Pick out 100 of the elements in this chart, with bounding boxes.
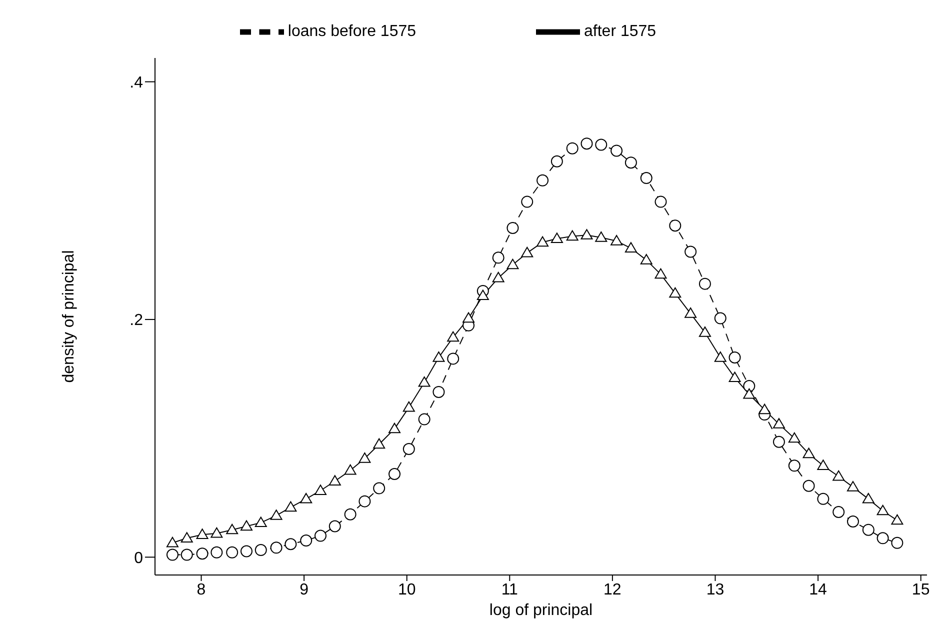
point — [862, 492, 874, 504]
point — [447, 352, 460, 365]
point — [388, 422, 401, 434]
point — [832, 506, 845, 518]
point — [506, 222, 519, 234]
point — [566, 230, 578, 241]
point — [314, 530, 326, 542]
point — [358, 452, 371, 463]
point — [270, 542, 282, 554]
legend-label: loans before 1575 — [288, 23, 416, 40]
point — [832, 470, 845, 481]
point — [817, 492, 830, 505]
point — [817, 460, 830, 470]
point — [698, 278, 711, 290]
point — [788, 432, 800, 443]
point — [624, 156, 637, 169]
point — [610, 235, 623, 246]
point — [284, 538, 297, 550]
y-tick-label: .2 — [130, 312, 144, 330]
point — [300, 534, 312, 547]
point — [180, 532, 193, 543]
legend-label: after 1575 — [584, 23, 656, 40]
point — [536, 174, 549, 186]
point — [447, 331, 460, 342]
point — [669, 220, 682, 232]
point — [714, 312, 726, 324]
y-tick-label: .4 — [130, 74, 144, 92]
point — [358, 495, 371, 508]
point — [240, 520, 252, 531]
point — [226, 524, 238, 534]
point — [418, 376, 430, 387]
point — [432, 352, 445, 362]
point — [595, 231, 608, 242]
point — [254, 516, 267, 528]
point — [210, 527, 223, 538]
point — [788, 460, 800, 472]
point — [580, 138, 593, 150]
point — [166, 536, 178, 548]
point — [328, 520, 341, 532]
point — [314, 484, 326, 495]
point — [846, 481, 859, 492]
x-tick-label: 15 — [912, 581, 930, 598]
x-tick-label: 14 — [809, 581, 828, 598]
point — [180, 548, 193, 561]
point — [196, 528, 208, 539]
point — [802, 448, 815, 458]
point — [521, 246, 534, 258]
point — [802, 480, 815, 492]
point — [492, 252, 504, 264]
point — [388, 468, 401, 480]
point — [462, 312, 475, 323]
x-tick-label: 13 — [706, 581, 724, 598]
point — [254, 544, 267, 556]
point — [728, 352, 741, 364]
point — [698, 326, 711, 337]
point — [654, 196, 667, 208]
point — [226, 546, 238, 558]
point — [373, 482, 386, 494]
point — [758, 404, 771, 414]
point — [432, 386, 445, 398]
point — [772, 436, 785, 448]
point — [373, 438, 386, 449]
point — [684, 308, 697, 318]
point — [521, 196, 534, 208]
point — [492, 272, 504, 282]
point — [891, 514, 904, 525]
x-tick-label: 8 — [196, 581, 206, 598]
x-tick-label: 12 — [604, 581, 622, 598]
point — [506, 258, 519, 270]
point — [284, 501, 297, 512]
point — [640, 254, 652, 264]
x-tick-label: 9 — [300, 581, 309, 598]
point — [580, 229, 593, 240]
point — [550, 232, 563, 244]
point — [270, 510, 282, 520]
point — [684, 246, 697, 258]
x-tick-label: 11 — [501, 581, 518, 598]
point — [402, 443, 415, 456]
point — [476, 290, 489, 300]
point — [418, 413, 430, 426]
point — [743, 380, 756, 392]
y-tick-label: 0 — [134, 550, 144, 567]
point — [550, 155, 563, 168]
x-axis-title: log of principal — [489, 602, 593, 619]
point — [210, 546, 223, 558]
point — [772, 418, 785, 428]
point — [196, 548, 208, 560]
point — [876, 532, 889, 544]
point — [566, 142, 578, 154]
x-tick-label: 10 — [398, 581, 416, 598]
point — [328, 475, 341, 486]
point — [654, 268, 667, 279]
point — [344, 464, 356, 475]
point — [743, 388, 756, 399]
point — [166, 548, 178, 561]
point — [891, 536, 904, 549]
point — [728, 372, 741, 382]
point — [300, 492, 312, 504]
point — [846, 516, 859, 528]
point — [610, 144, 623, 157]
